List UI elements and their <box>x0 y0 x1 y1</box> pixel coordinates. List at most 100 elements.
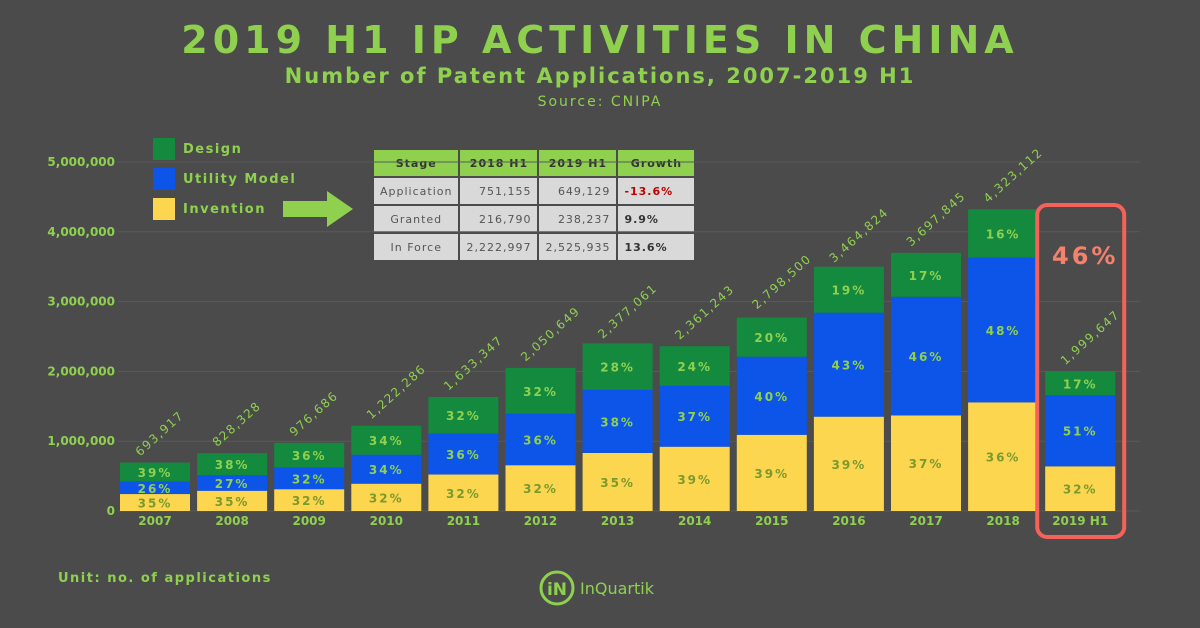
bar-segment-utility-model <box>968 257 1039 403</box>
logo-text: InQuartik <box>580 578 654 598</box>
segment-percent-label: 32% <box>292 472 327 486</box>
table-cell-growth: 13.6% <box>616 232 697 262</box>
segment-percent-label: 20% <box>754 331 789 345</box>
bar-segment-utility-model <box>274 467 345 490</box>
bar-segment-design <box>197 453 268 476</box>
table-row: Granted 216,790 238,237 9.9% <box>371 204 697 234</box>
x-tick-label: 2016 <box>832 514 865 528</box>
segment-percent-label: 27% <box>215 477 250 491</box>
segment-percent-label: 17% <box>909 269 944 283</box>
x-tick-label: 2008 <box>215 514 248 528</box>
y-tick-label: 1,000,000 <box>47 434 115 448</box>
bar-segment-design <box>659 346 730 386</box>
bar-segment-design <box>274 442 345 468</box>
unit-note: Unit: no. of applications <box>58 571 272 586</box>
table-cell-value: 2,222,997 <box>458 232 540 262</box>
table-cell-value: 2,525,935 <box>537 232 619 262</box>
bar-segment-design <box>813 266 884 313</box>
total-value-label: 4,323,112 <box>981 145 1046 205</box>
table-cell-growth: -13.6% <box>616 176 697 206</box>
bar-segment-invention <box>968 402 1039 511</box>
bar-segment-design <box>120 462 190 482</box>
total-value-label: 2,377,061 <box>595 281 660 341</box>
table-cell-value: 216,790 <box>458 204 540 234</box>
arrow-right-icon <box>283 191 353 227</box>
segment-percent-label: 34% <box>369 463 404 477</box>
bar-segment-invention <box>736 434 807 511</box>
total-value-label: 1,222,286 <box>364 362 429 422</box>
segment-percent-label: 32% <box>523 482 558 496</box>
table-cell-stage: Application <box>371 176 461 206</box>
legend-label: Invention <box>183 201 266 217</box>
bar-segment-utility-model <box>351 454 422 484</box>
table-header-cell: 2018 H1 <box>458 148 540 178</box>
table-cell-stage: In Force <box>371 232 461 262</box>
segment-percent-label: 19% <box>832 284 867 298</box>
bar-segment-utility-model <box>891 296 961 416</box>
segment-percent-label: 39% <box>754 467 789 481</box>
bar-segment-invention <box>1045 466 1116 511</box>
table-cell-value: 649,129 <box>537 176 619 206</box>
bar-segment-invention <box>274 489 345 511</box>
x-tick-label: 2014 <box>678 514 711 528</box>
total-value-label: 3,464,824 <box>827 205 892 265</box>
bar-segment-utility-model <box>813 312 884 417</box>
table-header-cell: 2019 H1 <box>537 148 619 178</box>
chart-subtitle: Number of Patent Applications, 2007-2019… <box>284 64 916 88</box>
logo: iN InQuartik <box>537 568 654 608</box>
segment-percent-label: 51% <box>1063 425 1098 439</box>
total-value-label: 693,917 <box>133 408 187 459</box>
bar-segment-utility-model <box>659 385 730 447</box>
segment-percent-label: 38% <box>600 415 635 429</box>
segment-percent-label: 37% <box>909 457 944 471</box>
bar-segment-invention <box>813 416 884 511</box>
bar-segment-utility-model <box>120 481 190 495</box>
bar-segment-design <box>428 396 499 434</box>
bar-segment-invention <box>505 465 576 511</box>
total-value-label: 1,633,347 <box>441 333 506 393</box>
total-value-label: 2,361,243 <box>672 282 737 342</box>
bar-segment-utility-model <box>428 433 499 475</box>
segment-percent-label: 40% <box>754 390 789 404</box>
segment-percent-label: 46% <box>909 350 944 364</box>
total-value-label: 976,686 <box>287 388 341 439</box>
segment-percent-label: 36% <box>292 449 327 463</box>
stats-table: Stage 2018 H1 2019 H1 Growth Application… <box>371 148 697 262</box>
x-tick-label: 2010 <box>370 514 403 528</box>
x-tick-label: 2011 <box>447 514 480 528</box>
segment-percent-label: 37% <box>677 410 712 424</box>
bar-segment-utility-model <box>736 356 807 435</box>
x-tick-label: 2012 <box>524 514 557 528</box>
segment-percent-label: 32% <box>1063 483 1098 497</box>
x-tick-label: 2007 <box>138 514 171 528</box>
segment-percent-label: 48% <box>986 324 1021 338</box>
segment-percent-label: 32% <box>369 491 404 505</box>
x-tick-label: 2015 <box>755 514 788 528</box>
x-tick-label: 2009 <box>292 514 325 528</box>
bar-segment-utility-model <box>582 389 653 453</box>
x-tick-label: 2013 <box>601 514 634 528</box>
highlight-percentage: 46% <box>1052 242 1119 270</box>
legend-item-utility-model: Utility Model <box>153 164 296 194</box>
table-header-cell: Growth <box>616 148 697 178</box>
table-row: In Force 2,222,997 2,525,935 13.6% <box>371 232 697 262</box>
segment-percent-label: 34% <box>369 434 404 448</box>
bar-segment-design <box>968 209 1039 258</box>
chart-source: Source: CNIPA <box>537 94 663 110</box>
segment-percent-label: 32% <box>292 494 327 508</box>
x-tick-label: 2019 H1 <box>1052 514 1108 528</box>
table-header-cell: Stage <box>371 148 461 178</box>
y-tick-label: 5,000,000 <box>47 155 115 169</box>
table-cell-value: 751,155 <box>458 176 540 206</box>
total-value-label: 1,999,647 <box>1058 307 1123 367</box>
y-tick-label: 2,000,000 <box>47 364 115 378</box>
chart-title: 2019 H1 IP ACTIVITIES IN CHINA <box>181 18 1019 62</box>
segment-percent-label: 16% <box>986 227 1021 241</box>
total-value-label: 3,697,845 <box>904 189 969 249</box>
segment-percent-label: 43% <box>832 359 867 373</box>
legend-swatch-utility-model <box>153 168 175 190</box>
bar-segment-invention <box>120 494 190 511</box>
segment-percent-label: 24% <box>677 360 712 374</box>
total-value-label: 2,798,500 <box>749 252 814 312</box>
legend-item-invention: Invention <box>153 194 296 224</box>
